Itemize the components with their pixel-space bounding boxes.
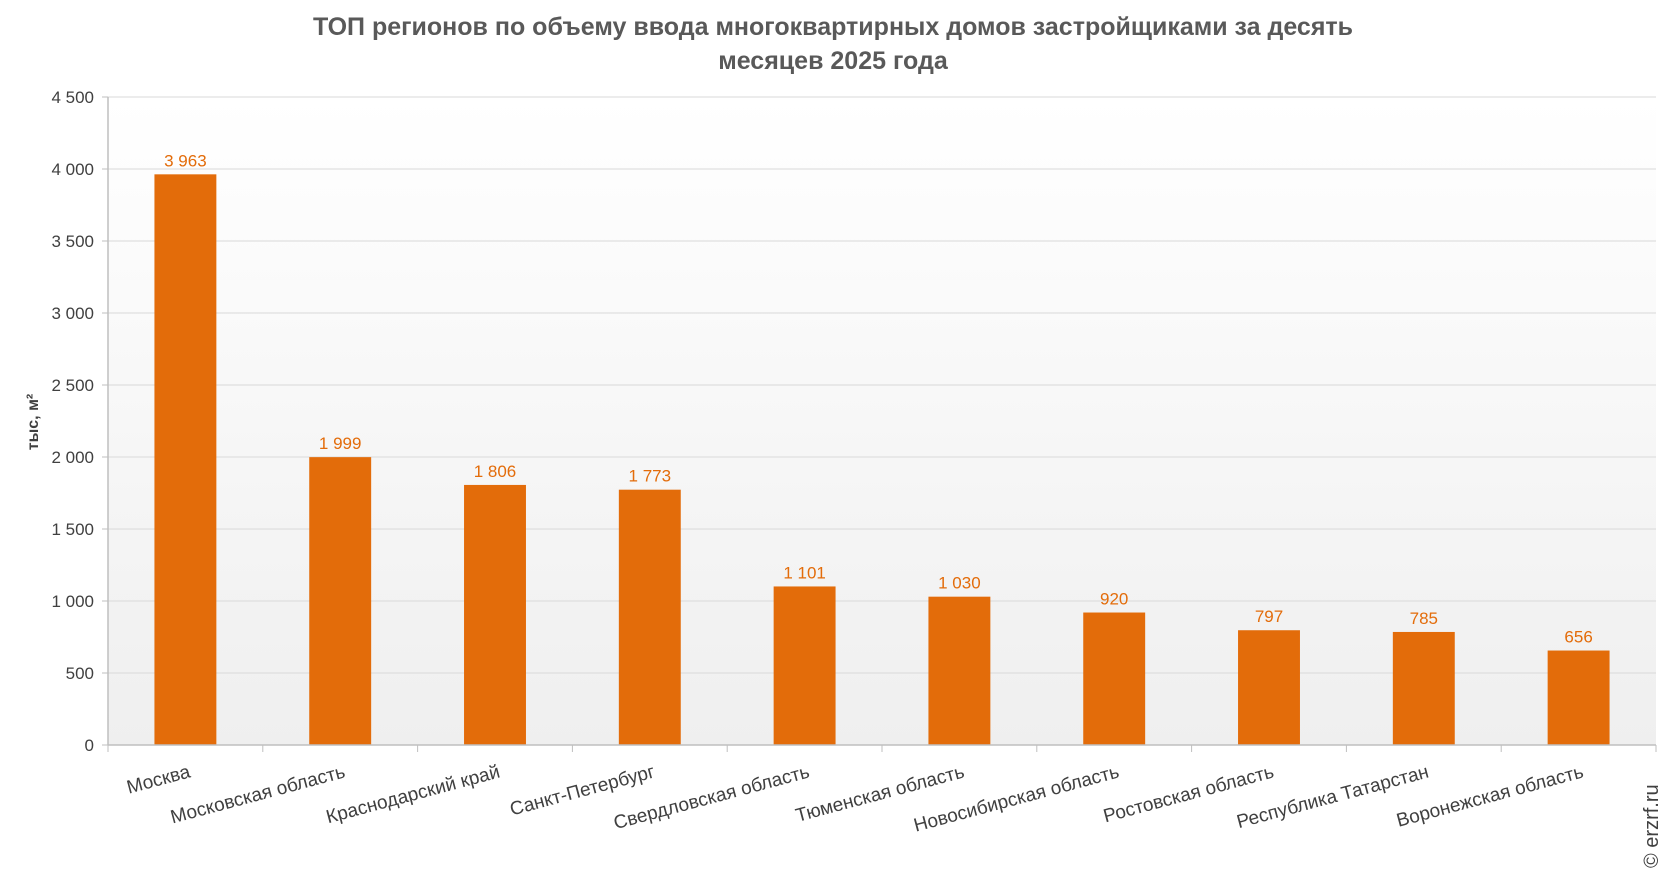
bar	[928, 596, 991, 745]
bar	[1547, 650, 1610, 745]
bar	[773, 586, 836, 745]
bar	[1083, 612, 1146, 745]
bar	[1392, 631, 1455, 745]
y-axis-label: тыс, м²	[25, 394, 42, 450]
data-label: 656	[1564, 628, 1592, 647]
bar	[309, 457, 372, 745]
x-category-label: Краснодарский край	[324, 762, 502, 829]
y-tick-label: 0	[85, 736, 94, 755]
data-label: 920	[1100, 590, 1128, 609]
bars	[154, 174, 1610, 745]
y-tick-label: 1 500	[51, 520, 94, 539]
data-label: 3 963	[164, 151, 207, 170]
y-tick-label: 4 000	[51, 160, 94, 179]
data-label: 1 030	[938, 574, 981, 593]
y-tick-label: 2 500	[51, 376, 94, 395]
y-tick-label: 3 500	[51, 232, 94, 251]
y-axis-ticks: 0 500 1 000 1 500 2 000 2 500 3 000 3 500 4 000 4…	[51, 88, 108, 755]
x-category-label: Москва	[125, 761, 194, 798]
data-labels: 3 963 1 999 1 806 1 773 1 101 1 030 920 797 785 6…	[164, 151, 1593, 646]
bar	[154, 174, 217, 745]
data-label: 1 806	[474, 462, 517, 481]
bar	[1238, 630, 1300, 745]
chart-title-line-1: ТОП регионов по объему ввода многокварти…	[313, 13, 1353, 41]
y-tick-label: 2 000	[51, 448, 94, 467]
y-tick-label: 4 500	[51, 88, 94, 107]
bar	[464, 484, 526, 745]
data-label: 1 101	[783, 563, 826, 582]
data-label: 797	[1255, 607, 1283, 626]
axes	[107, 97, 1657, 752]
y-tick-label: 1 000	[51, 592, 94, 611]
y-tick-label: 500	[66, 664, 94, 683]
data-label: 785	[1410, 609, 1438, 628]
copyright-text: © erzrf.ru	[1641, 784, 1663, 868]
data-label: 1 999	[319, 434, 362, 453]
y-tick-label: 3 000	[51, 304, 94, 323]
chart-title-line-2: месяцев 2025 года	[718, 47, 949, 75]
bar	[618, 489, 681, 745]
x-category-label: Московская область	[168, 762, 347, 829]
data-label: 1 773	[629, 467, 672, 486]
